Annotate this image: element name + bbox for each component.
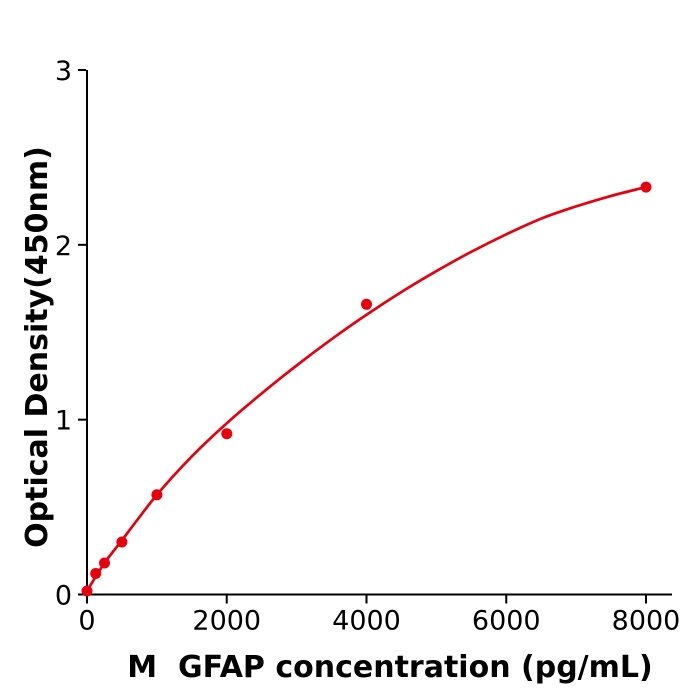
data-point — [99, 557, 110, 569]
x-tick-label: 4000 — [332, 606, 401, 637]
x-axis-label: M GFAP concentration (pg/mL) — [127, 650, 653, 685]
y-axis-label: Optical Density(450nm) — [20, 146, 55, 548]
x-tick-label: 0 — [78, 606, 95, 637]
y-tick-label: 3 — [55, 56, 72, 87]
x-tick-label: 2000 — [192, 606, 261, 637]
data-point — [90, 568, 102, 579]
data-point — [640, 181, 652, 193]
y-tick-label: 2 — [55, 231, 72, 262]
x-tick-label: 6000 — [472, 606, 541, 637]
data-point — [361, 298, 372, 310]
data-point — [151, 489, 163, 501]
data-point — [116, 536, 128, 548]
fit-curve — [85, 185, 648, 593]
data-point — [81, 585, 93, 597]
data-point — [221, 428, 233, 440]
y-tick-label: 0 — [55, 581, 72, 612]
y-tick-label: 1 — [55, 406, 72, 437]
x-tick-label: 8000 — [612, 606, 681, 637]
